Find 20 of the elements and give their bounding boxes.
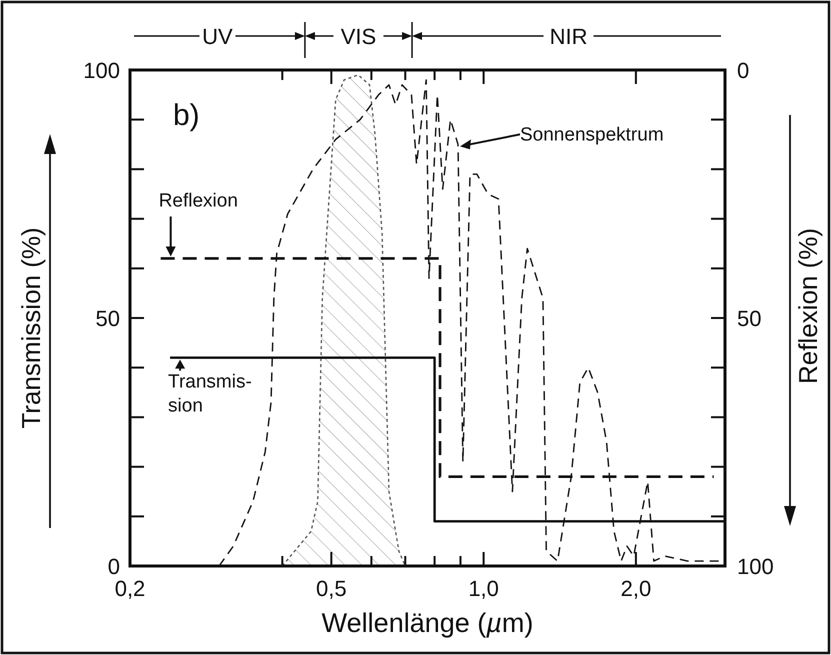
text: VIS (340, 24, 376, 49)
x-tick-label: 2,0 (620, 576, 652, 601)
annotation: b) (173, 99, 200, 132)
x-tick-label: 0,5 (316, 576, 347, 601)
x-axis-title: Wellenlänge (µm) (322, 608, 534, 638)
y2-tick-label: 50 (737, 306, 762, 331)
y2-tick-label: 100 (737, 554, 774, 579)
y-tick-label: 100 (83, 58, 120, 83)
y-tick-label: 50 (96, 306, 120, 331)
series-label: Transmis- sion (168, 372, 252, 417)
y2-tick-label: 0 (737, 58, 750, 83)
text: UV (202, 24, 234, 49)
text: Reflexion (158, 190, 238, 212)
x-tick-label: 0,2 (114, 576, 146, 601)
y-tick-label: 0 (108, 554, 120, 579)
y2-axis-title: Reflexion (%) (793, 228, 823, 384)
text: NIR (550, 24, 588, 49)
x-tick-label: 1,0 (468, 576, 499, 601)
legend-label: Sonnenspektrum (520, 124, 664, 146)
y-axis-title: Transmission (%) (16, 227, 46, 429)
